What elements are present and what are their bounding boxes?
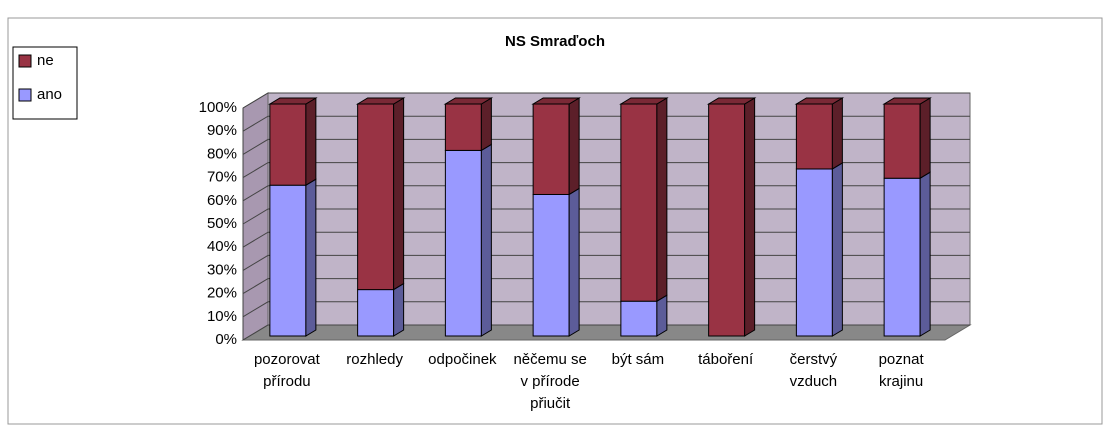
x-tick-label: odpočinek bbox=[428, 351, 497, 368]
bar-front bbox=[444, 103, 482, 151]
bar-side bbox=[568, 187, 580, 337]
y-tick-label: 30% bbox=[207, 261, 237, 278]
x-tick-label: rozhledy bbox=[346, 351, 403, 368]
x-tick-label: táboření bbox=[698, 351, 754, 368]
floor bbox=[241, 324, 972, 341]
bar-top bbox=[443, 97, 494, 105]
y-tick-label: 50% bbox=[207, 215, 237, 232]
legend-label: ano bbox=[37, 86, 62, 103]
legend-swatch bbox=[18, 88, 32, 102]
bar-front bbox=[357, 289, 395, 337]
bar-side bbox=[305, 178, 317, 337]
y-tick-label: 70% bbox=[207, 169, 237, 186]
bar-side bbox=[305, 97, 317, 187]
grid-line bbox=[242, 92, 970, 109]
bar-front bbox=[883, 103, 921, 179]
bar-front bbox=[357, 103, 395, 291]
bar-front bbox=[620, 300, 658, 337]
x-tick-label: být sám bbox=[612, 351, 665, 368]
bar-side bbox=[568, 97, 580, 196]
bar-side bbox=[480, 97, 492, 152]
bar-side bbox=[656, 97, 668, 303]
bar-front bbox=[620, 103, 658, 302]
x-tick-label: něčemu se v přírode přiučit bbox=[513, 351, 586, 412]
bar-top bbox=[619, 97, 669, 105]
y-tick-label: 20% bbox=[207, 285, 237, 302]
bar-side bbox=[831, 162, 843, 337]
x-tick-label: poznat krajinu bbox=[879, 351, 925, 390]
bar-side bbox=[656, 294, 668, 337]
bar-top bbox=[794, 97, 845, 105]
y-tick-label: 60% bbox=[207, 192, 237, 209]
bar-side bbox=[831, 97, 843, 170]
bar-side bbox=[393, 282, 405, 337]
y-tick-label: 80% bbox=[207, 145, 237, 162]
y-tick-label: 10% bbox=[207, 308, 237, 325]
bar-top bbox=[268, 97, 318, 105]
bar-top bbox=[355, 97, 406, 105]
bar-side bbox=[480, 143, 492, 337]
chart-title: NS Smraďoch bbox=[505, 33, 605, 50]
bar-front bbox=[269, 103, 307, 186]
bar-side bbox=[393, 97, 405, 291]
bar-front bbox=[532, 193, 570, 337]
y-tick-label: 100% bbox=[199, 99, 237, 116]
bar-side bbox=[919, 171, 931, 337]
bar-front bbox=[444, 149, 482, 337]
bar-front bbox=[532, 103, 570, 195]
bar-front bbox=[269, 184, 307, 337]
bar-front bbox=[708, 103, 746, 337]
bar-top bbox=[531, 97, 581, 105]
bar-front bbox=[795, 168, 833, 337]
bar-side bbox=[744, 97, 756, 337]
bar-side bbox=[919, 97, 931, 180]
y-tick-label: 90% bbox=[207, 122, 237, 139]
legend-swatch bbox=[18, 54, 32, 68]
bar-front bbox=[795, 103, 833, 170]
bar-top bbox=[706, 97, 757, 105]
x-tick-label: pozorovat přírodu bbox=[254, 351, 321, 390]
bar-front bbox=[883, 177, 921, 337]
y-tick-label: 40% bbox=[207, 238, 237, 255]
bar-top bbox=[882, 97, 932, 105]
legend-label: ne bbox=[37, 52, 54, 69]
x-tick-label: čerstvý vzduch bbox=[790, 351, 838, 390]
y-tick-label: 0% bbox=[215, 331, 237, 348]
